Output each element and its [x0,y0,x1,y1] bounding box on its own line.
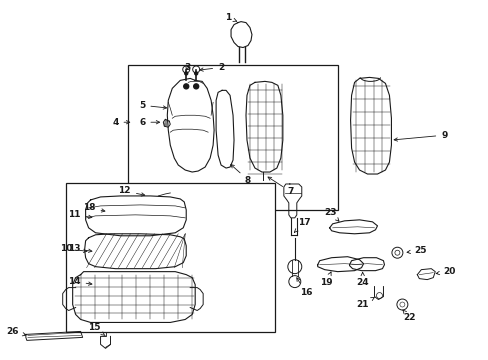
Text: 4: 4 [112,118,129,127]
Circle shape [194,72,197,75]
Circle shape [193,84,198,89]
Text: 23: 23 [324,208,338,221]
Text: 13: 13 [68,244,92,253]
Text: 11: 11 [68,210,92,219]
Text: 5: 5 [139,101,166,110]
Text: 2: 2 [200,63,224,72]
Bar [128,66,337,210]
Text: 20: 20 [435,267,455,276]
Text: 7: 7 [267,177,294,197]
Text: 19: 19 [319,272,332,287]
Bar [65,183,274,332]
Text: 17: 17 [294,218,310,232]
Text: 16: 16 [296,278,312,297]
Text: 12: 12 [118,186,144,196]
Text: 25: 25 [406,246,426,255]
Text: 18: 18 [83,203,105,212]
Circle shape [183,84,188,89]
Text: 3: 3 [183,63,190,72]
Text: 8: 8 [230,165,251,185]
Text: 10: 10 [60,244,87,253]
Text: 9: 9 [393,131,447,141]
Text: 1: 1 [224,13,236,22]
Circle shape [184,72,187,75]
Text: 14: 14 [68,277,92,286]
Text: 22: 22 [402,310,415,322]
Text: 24: 24 [356,272,368,287]
Text: 15: 15 [87,323,105,336]
Text: 26: 26 [6,327,26,336]
Text: 6: 6 [139,118,159,127]
Text: 21: 21 [355,297,373,309]
